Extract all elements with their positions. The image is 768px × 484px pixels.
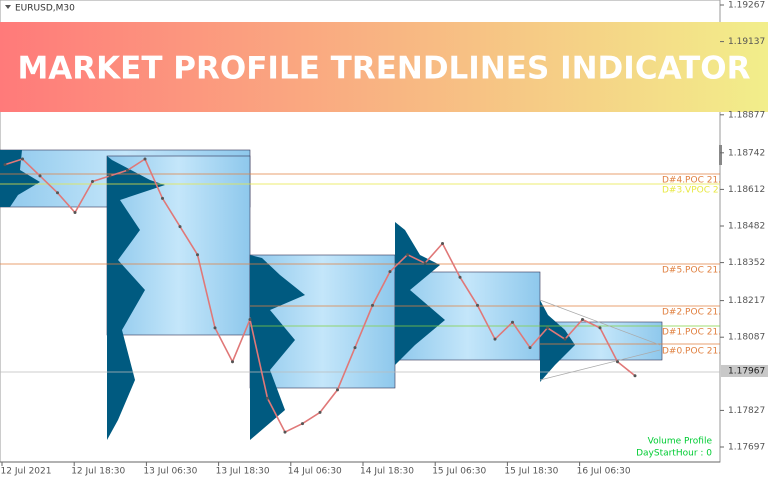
poc-label: D#2.POC 21.07 <box>662 308 732 318</box>
volume-histogram <box>0 150 40 207</box>
price-point <box>283 430 287 434</box>
symbol-label: EURUSD,M30 <box>15 4 75 14</box>
price-point <box>3 163 7 167</box>
price-label: 1.17697 <box>728 443 765 453</box>
price-point <box>406 253 409 257</box>
price-label: 1.19267 <box>728 1 765 11</box>
price-point <box>266 396 269 400</box>
price-point <box>511 320 514 324</box>
price-label: 1.18352 <box>728 258 765 268</box>
price-point <box>213 326 217 330</box>
price-point <box>38 174 42 178</box>
scrollbar[interactable] <box>719 145 722 165</box>
price-point <box>598 326 602 330</box>
price-point <box>301 422 304 426</box>
price-label: 1.18877 <box>728 110 765 120</box>
banner-title: MARKET PROFILE TRENDLINES INDICATOR <box>17 51 750 87</box>
price-point <box>616 360 619 364</box>
price-point <box>458 275 462 279</box>
price-point <box>528 346 532 350</box>
price-point <box>126 168 129 172</box>
trendline <box>539 299 661 381</box>
poc-label: D#3.VPOC 21.0 <box>662 186 733 196</box>
price-point <box>318 410 322 414</box>
time-label: 12 Jul 2021 <box>1 467 52 477</box>
price-point <box>546 326 549 330</box>
time-label: 14 Jul 06:30 <box>288 467 342 477</box>
price-point <box>336 388 339 392</box>
price-point <box>178 225 182 229</box>
price-point <box>73 210 77 214</box>
volume-histogram <box>250 255 305 440</box>
price-point <box>563 337 567 341</box>
profiles <box>0 149 720 440</box>
time-label: 15 Jul 06:30 <box>432 467 486 477</box>
price-label: 1.18742 <box>728 148 765 158</box>
price-point <box>388 270 392 274</box>
price-point <box>423 261 427 265</box>
price-label: 1.17827 <box>728 406 765 416</box>
time-label: 12 Jul 18:30 <box>71 467 125 477</box>
time-label: 16 Jul 06:30 <box>577 467 631 477</box>
price-point <box>633 374 637 378</box>
price-label: 1.18612 <box>728 185 765 195</box>
poc-label: D#4.POC 21.07 <box>662 176 732 186</box>
time-label: 13 Jul 06:30 <box>143 467 197 477</box>
price-point <box>353 346 357 350</box>
price-point <box>143 157 147 161</box>
volume-histogram <box>540 300 575 382</box>
banner <box>0 22 768 112</box>
current-price-box <box>721 364 768 377</box>
info-text: Volume Profile <box>648 437 713 447</box>
poc-label: D#0.POC 21.07 <box>662 347 732 357</box>
price-label: 1.18482 <box>728 222 765 232</box>
price-point <box>231 360 234 364</box>
price-label: 1.18087 <box>728 333 765 343</box>
price-point <box>196 253 199 257</box>
symbol-dropdown[interactable] <box>5 5 11 9</box>
volume-histogram <box>107 156 165 440</box>
poc-label: D#5.POC 21.07 <box>662 266 732 276</box>
price-point <box>108 174 112 178</box>
time-label: 13 Jul 18:30 <box>216 467 270 477</box>
price-point <box>248 317 252 321</box>
price-point <box>21 157 24 161</box>
price-point <box>476 303 479 307</box>
price-point <box>371 303 374 307</box>
poc-label: D#1.POC 21.07 <box>662 328 732 338</box>
price-label: 1.18217 <box>728 296 765 306</box>
price-label: 1.19137 <box>728 37 765 47</box>
price-point <box>581 317 584 321</box>
info-text: DayStartHour : 0 <box>636 449 712 459</box>
price-point <box>441 241 444 245</box>
price-point <box>56 191 59 195</box>
price-point <box>493 337 497 341</box>
price-point <box>161 196 164 200</box>
time-label: 15 Jul 18:30 <box>504 467 558 477</box>
volume-histogram <box>395 222 445 365</box>
time-label: 14 Jul 18:30 <box>360 467 414 477</box>
price-point <box>91 180 94 184</box>
current-price-label: 1.17967 <box>728 366 765 376</box>
